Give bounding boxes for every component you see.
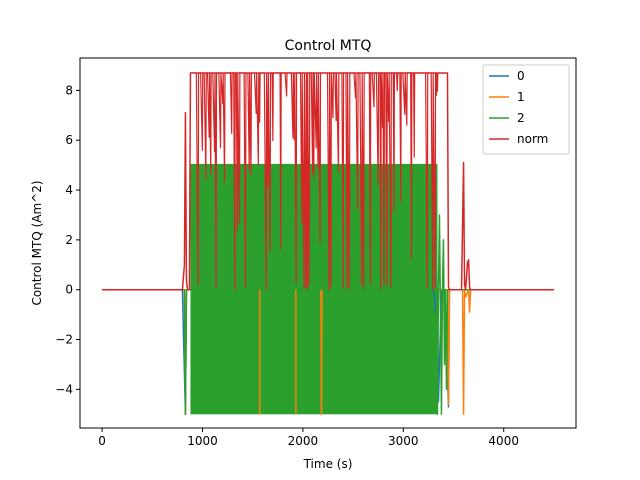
series-line-norm [102,72,554,291]
legend-label-norm: norm [517,132,548,146]
y-tick-label: 2 [65,233,73,247]
legend-frame [482,64,570,155]
x-tick-label: 2000 [288,434,319,448]
series-norm-dense [190,72,439,291]
x-tick-label: 4000 [488,434,519,448]
y-tick-label: −4 [55,382,73,396]
y-axis-title: Control MTQ (Am^2) [30,180,44,305]
x-tick-label: 1000 [187,434,218,448]
x-tick-label: 0 [98,434,106,448]
x-axis-title: Time (s) [303,457,353,471]
x-tick-label: 3000 [388,434,419,448]
plot-frame [79,57,577,429]
y-tick-label: 4 [65,183,73,197]
x-axis: 0 1000 2000 3000 4000 [98,428,519,448]
y-axis: −4 −2 0 2 4 6 8 [55,83,80,396]
y-tick-label: −2 [55,333,73,347]
series-lines [102,72,554,416]
chart-title: Control MTQ [285,38,372,54]
y-tick-label: 8 [65,83,73,97]
plot-area [79,57,577,429]
legend-label-1: 1 [517,90,525,104]
legend-label-0: 0 [517,69,525,83]
legend-label-2: 2 [517,111,525,125]
y-tick-label: 0 [65,283,73,297]
legend: 0 1 2 norm [482,64,570,155]
y-tick-label: 6 [65,133,73,147]
